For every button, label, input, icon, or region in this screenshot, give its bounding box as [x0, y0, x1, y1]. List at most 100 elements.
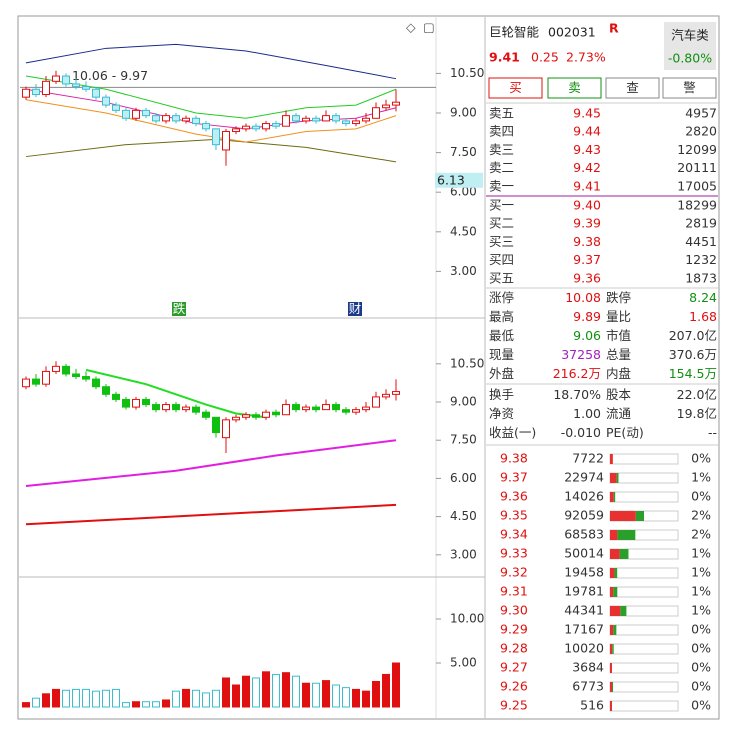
tick-price: 9.25	[500, 698, 528, 713]
candle-body	[302, 117, 310, 122]
tick-pct: 1%	[691, 584, 711, 599]
candle-body	[42, 370, 50, 385]
stat-label: 换手	[489, 387, 514, 402]
stat-label: PE(动)	[606, 425, 644, 440]
y-tick-label: 5.00	[450, 656, 477, 670]
candle-body	[342, 409, 350, 413]
tick-volume: 92059	[564, 508, 604, 523]
candle-body	[292, 404, 300, 411]
sell-bar	[635, 511, 644, 521]
tick-pct: 0%	[691, 489, 711, 504]
candle-body	[252, 125, 260, 130]
volume-bar	[92, 690, 100, 708]
candle-body	[312, 406, 320, 411]
button-label: 卖	[568, 80, 581, 95]
candle-body	[212, 416, 220, 434]
sell-bar	[613, 587, 618, 597]
sell-bar	[619, 549, 629, 559]
tick-price: 9.37	[500, 470, 528, 485]
volume-bar	[42, 693, 50, 708]
button[interactable]	[488, 77, 543, 99]
volume-bar	[352, 688, 360, 708]
volume-bar	[222, 677, 230, 708]
badge	[435, 172, 483, 188]
button[interactable]	[547, 77, 602, 99]
book-volume: 18299	[677, 198, 717, 213]
button[interactable]	[662, 77, 717, 99]
candle-body	[102, 96, 110, 106]
candle-body	[272, 411, 280, 416]
book-label: 买一	[489, 198, 514, 213]
marker[interactable]	[348, 302, 362, 316]
volume-bar	[152, 701, 160, 708]
candle-body	[192, 117, 200, 125]
candle-body	[222, 419, 230, 439]
icon[interactable]: ◇	[406, 20, 416, 35]
tick-volume: 6773	[572, 679, 604, 694]
price: 9.41	[489, 50, 520, 65]
volume-bar	[192, 689, 200, 708]
candle-body	[42, 80, 50, 96]
candle-body	[392, 101, 400, 106]
book-volume: 20111	[677, 160, 717, 175]
candle-body	[262, 123, 270, 130]
stat-value: 18.70%	[553, 387, 601, 402]
candle-body	[172, 115, 180, 122]
y-tick-label: 3.00	[450, 264, 477, 278]
candle-body	[62, 365, 70, 375]
sell-bar	[612, 644, 614, 654]
bar-track	[609, 681, 679, 693]
bar-track	[609, 453, 679, 465]
candle-body	[132, 398, 140, 408]
buy-bar	[610, 606, 621, 616]
candle-body	[242, 125, 250, 130]
volume-bar	[292, 675, 300, 708]
tick-pct: 0%	[691, 641, 711, 656]
tick-price: 9.36	[500, 489, 528, 504]
sector-box[interactable]	[664, 22, 716, 70]
candle-body	[352, 120, 360, 125]
candle-body	[312, 117, 320, 122]
volume-bar	[202, 692, 210, 708]
candle-body	[62, 75, 70, 85]
y-tick-label: 6.00	[450, 471, 477, 485]
volume-bar	[322, 680, 330, 708]
candle-body	[212, 128, 220, 146]
book-volume: 4451	[685, 234, 717, 249]
candle-body	[382, 393, 390, 398]
book-price: 9.45	[573, 106, 601, 121]
indicator-line	[25, 43, 397, 80]
volume-bar	[312, 682, 320, 708]
candle-body	[82, 376, 90, 380]
buy-bar	[610, 549, 620, 559]
volume-bar	[332, 684, 340, 708]
tick-pct: 1%	[691, 470, 711, 485]
icon[interactable]: ▢	[423, 20, 435, 35]
candle-body	[142, 398, 150, 406]
volume-bar	[132, 701, 140, 708]
bar-track	[609, 643, 679, 655]
candle-body	[222, 130, 230, 151]
sell-bar	[617, 530, 636, 540]
marker[interactable]	[172, 302, 186, 316]
candle-body	[342, 120, 350, 125]
tick-price: 9.33	[500, 546, 528, 561]
flag: R	[609, 21, 619, 36]
candle-body	[272, 123, 280, 127]
buy-bar	[610, 663, 612, 673]
candle-body	[352, 409, 360, 413]
volume-bar	[252, 677, 260, 708]
candle-body	[232, 416, 240, 421]
tick-volume: 44341	[564, 603, 604, 618]
stat-value: 10.08	[565, 290, 601, 305]
y-tick-label: 7.50	[450, 145, 477, 159]
volume-bar	[62, 689, 70, 708]
book-label: 卖三	[489, 142, 514, 157]
volume-bar	[82, 688, 90, 708]
book-volume: 1232	[685, 252, 717, 267]
button[interactable]	[605, 77, 660, 99]
y-tick-label: 6.00	[450, 185, 477, 199]
tick-volume: 68583	[564, 527, 604, 542]
tick-volume: 14026	[564, 489, 604, 504]
